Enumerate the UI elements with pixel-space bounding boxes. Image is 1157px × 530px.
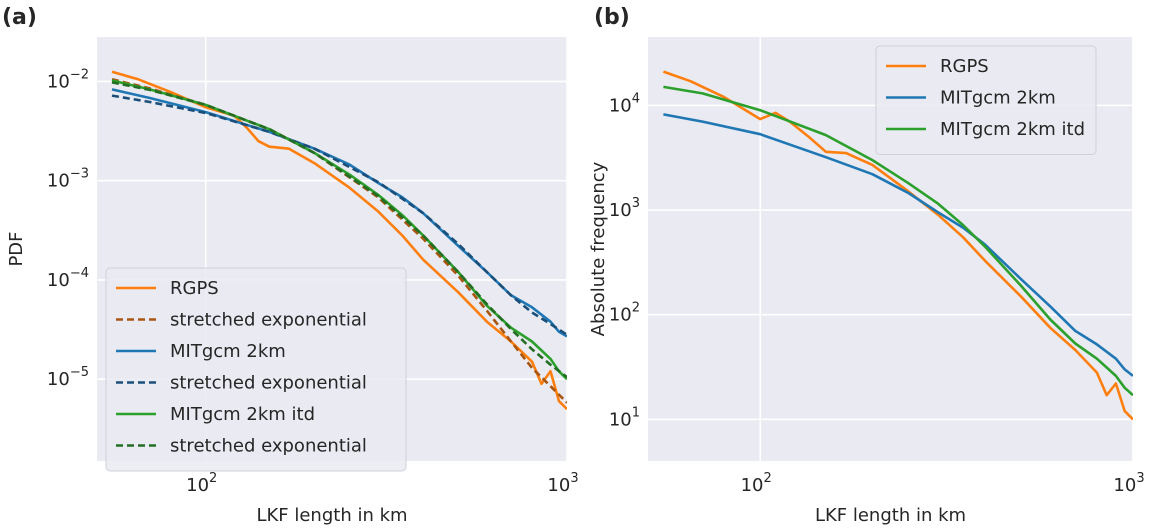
x-axis-label: LKF length in km [256,505,407,526]
legend: RGPS MITgcm 2km MITgcm 2km itd [875,45,1097,155]
panel-label: (b) [594,5,630,30]
panel-b: 102 103 104 103 102 101 LKF length in km Absolu… [588,5,1145,526]
legend-box [105,267,407,472]
legend-label: MITgcm 2km [170,341,286,362]
series-line-4 [111,79,567,381]
x-tick-label: 103 [547,471,578,496]
legend-label: MITgcm 2km itd [170,404,315,425]
x-tick-label: 103 [1113,471,1144,496]
series-line-3 [111,94,567,336]
legend: RGPS stretched exponential MITgcm 2km stret… [105,267,407,472]
legend-label: stretched exponential [170,373,367,394]
series-line-5 [111,81,567,379]
y-tick-label: 10−4 [47,266,89,291]
y-tick-label: 10−2 [47,67,89,92]
y-tick-label: 10−3 [47,167,89,192]
panel-label: (a) [2,5,37,30]
series-line-1 [111,78,567,404]
series-line-2 [663,85,1133,397]
legend-label: MITgcm 2km [940,88,1056,109]
legend-label: MITgcm 2km itd [940,119,1085,140]
y-axis-label: Absolute frequency [588,161,609,336]
panel-a: 102 103 10−2 10−3 10−4 10−5 LKF length in km PD… [2,5,579,526]
x-tick-label: 102 [186,471,217,496]
y-tick-label: 102 [609,301,640,326]
x-axis-label: LKF length in km [815,505,966,526]
legend-label: stretched exponential [170,310,367,331]
legend-label: RGPS [170,278,219,299]
legend-label: stretched exponential [170,436,367,457]
y-tick-label: 101 [609,405,640,430]
y-tick-label: 104 [609,91,640,116]
y-tick-label: 10−5 [47,365,89,390]
legend-box [875,45,1097,155]
y-axis-label: PDF [6,231,27,266]
legend-label: RGPS [940,56,989,77]
x-tick-label: 102 [741,471,772,496]
y-tick-label: 103 [609,196,640,221]
